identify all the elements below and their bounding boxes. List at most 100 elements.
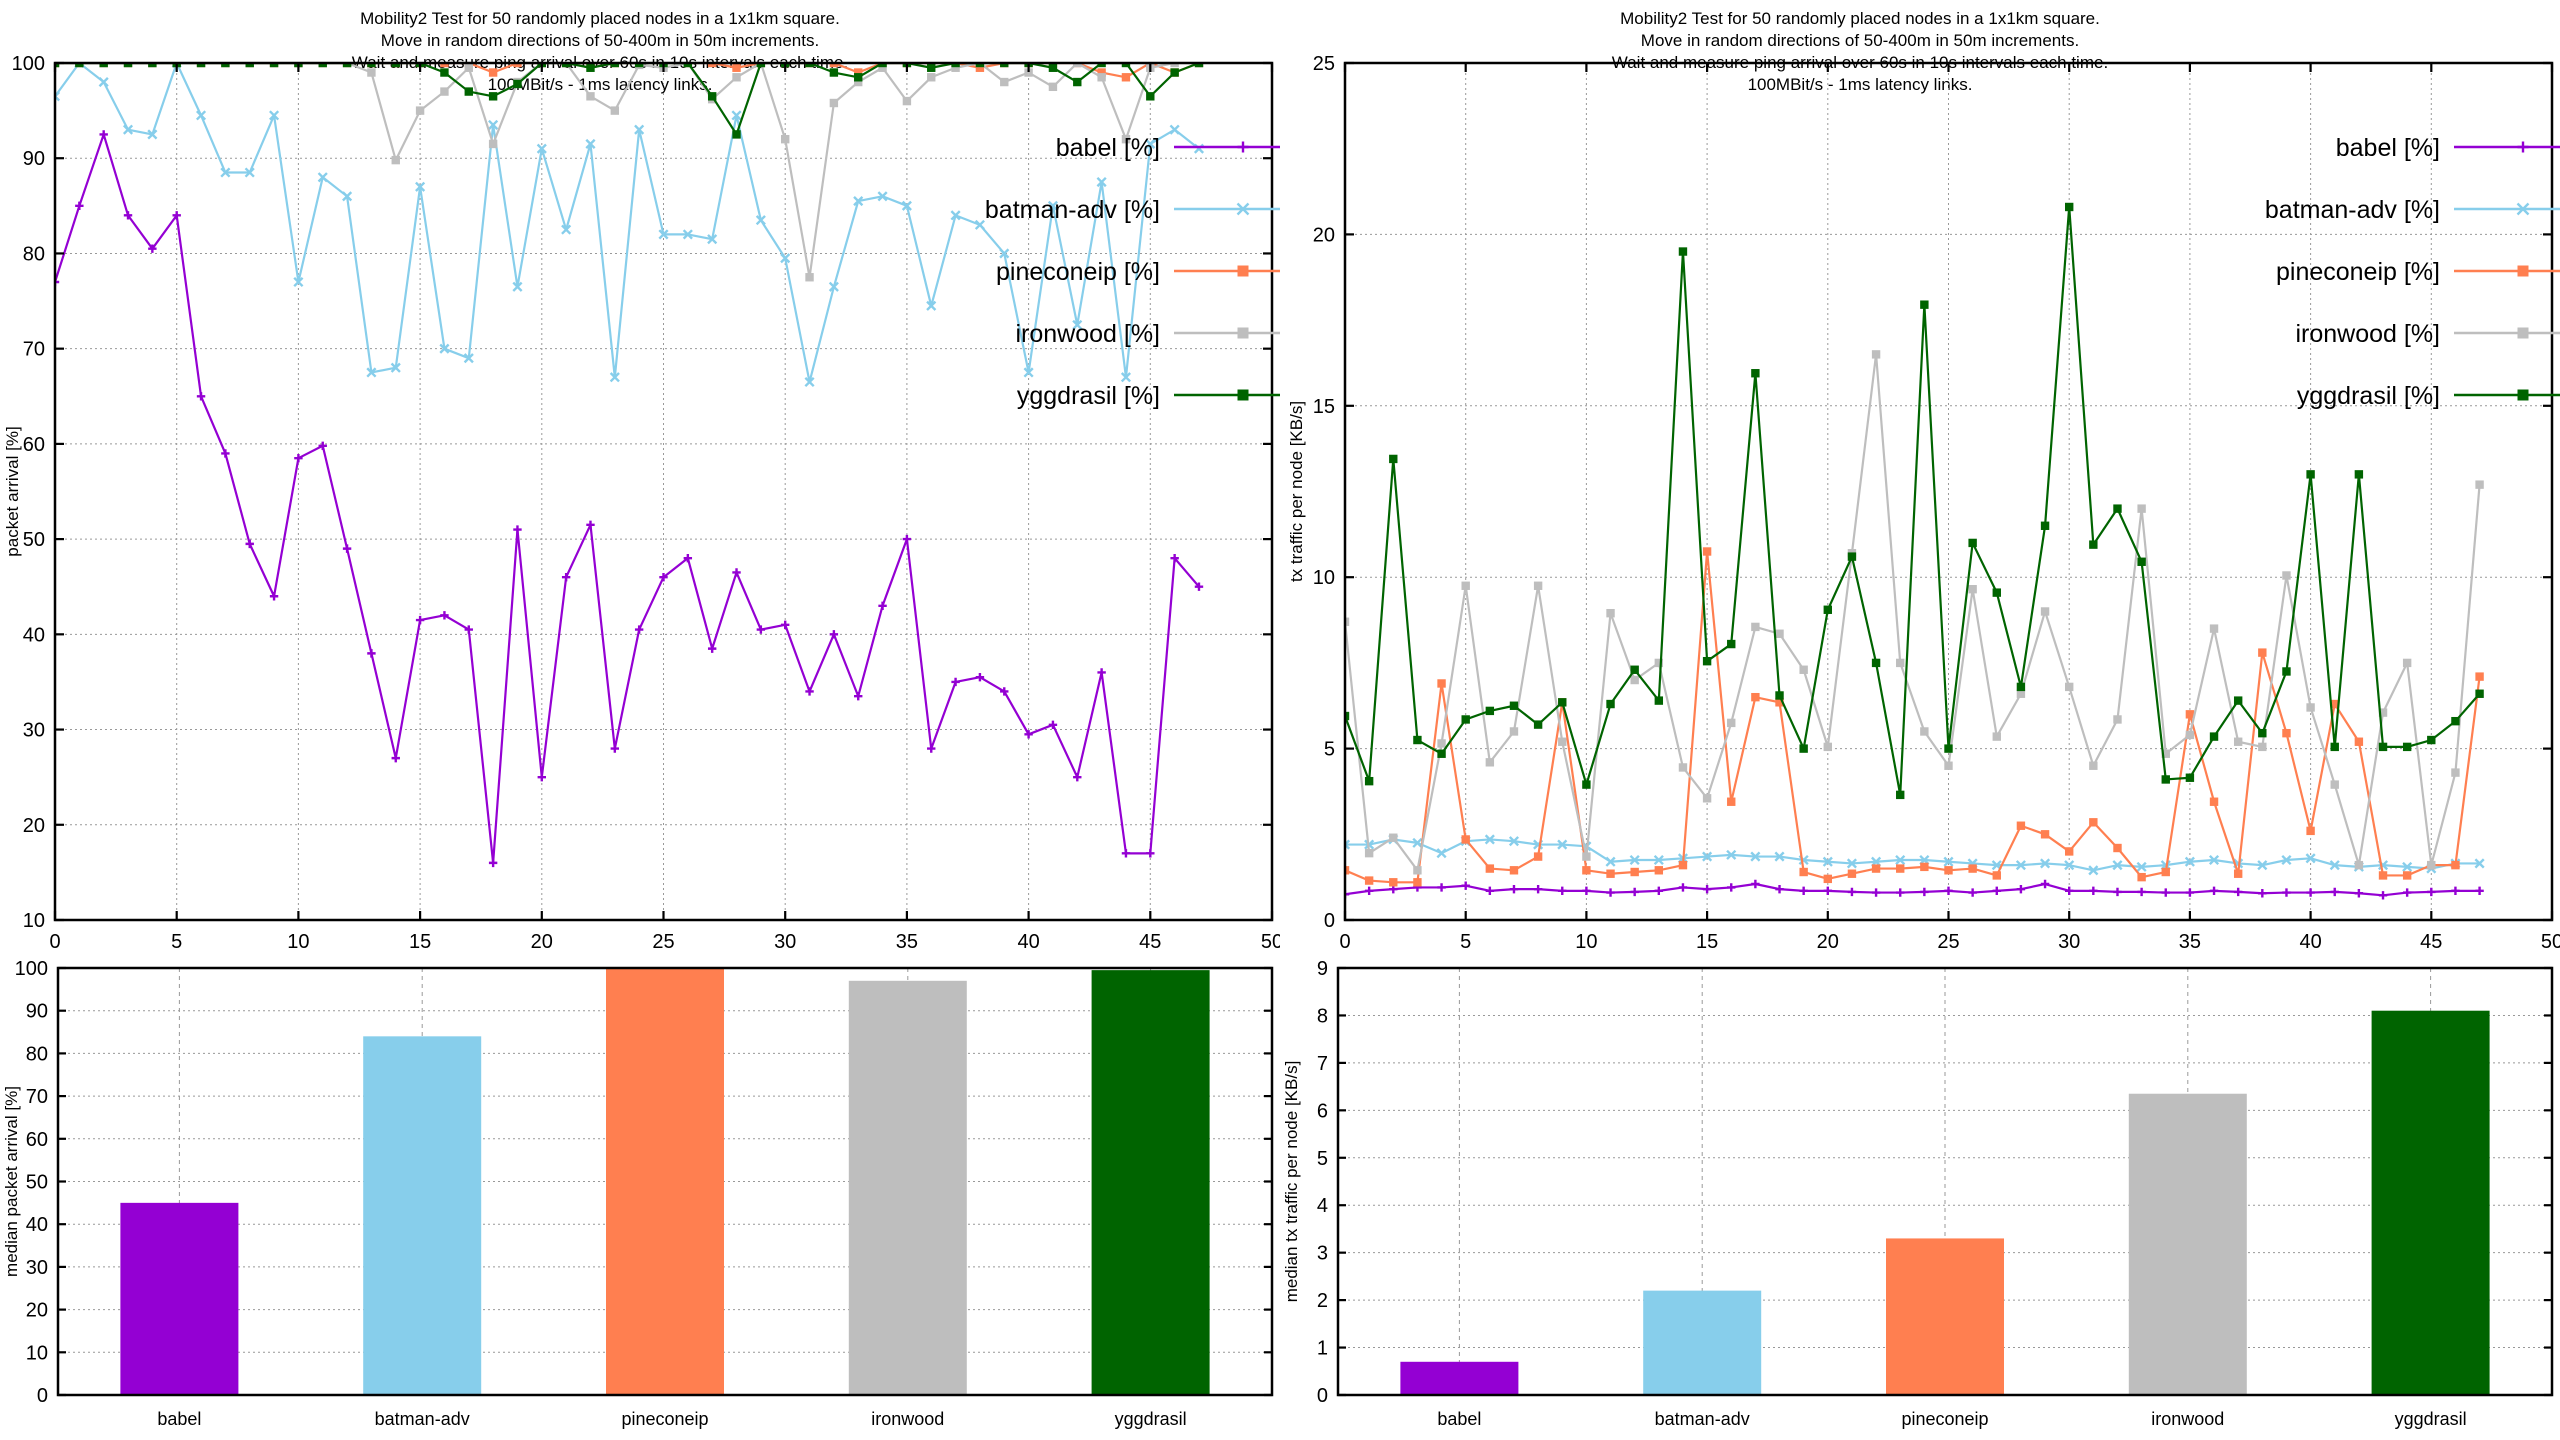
y-axis-label: packet arrival [%] [3, 426, 22, 556]
data-marker [927, 744, 936, 753]
data-marker [1727, 639, 1736, 649]
data-marker [975, 672, 985, 682]
data-marker [512, 281, 523, 292]
series-line [55, 133, 1200, 864]
series-babel [55, 130, 1204, 868]
data-marker [1775, 691, 1784, 700]
data-marker [464, 63, 473, 72]
data-marker [391, 63, 400, 68]
series-pineconeip [1345, 547, 2484, 887]
data-marker [878, 601, 887, 610]
data-marker [1461, 581, 1470, 590]
data-marker [2209, 886, 2219, 896]
x-tick-label: 15 [409, 931, 431, 953]
data-marker [1751, 622, 1760, 632]
x-tick-label: 50 [2541, 931, 2560, 953]
data-marker [951, 677, 960, 687]
y-tick-label: 0 [37, 1385, 48, 1407]
data-marker [1097, 68, 1106, 77]
data-marker [390, 362, 401, 373]
data-marker [2305, 853, 2316, 864]
data-marker [2427, 887, 2436, 897]
data-marker [1047, 200, 1058, 211]
data-marker [318, 441, 327, 450]
data-marker [1751, 369, 1760, 378]
data-marker [2282, 728, 2291, 738]
data-marker [1630, 887, 1639, 897]
data-marker [1024, 730, 1033, 739]
x-tick-label: 30 [774, 931, 796, 953]
y-tick-label: 90 [26, 1001, 48, 1023]
legend-label: batman-adv [%] [985, 196, 1160, 224]
data-marker [1437, 679, 1446, 688]
data-marker [2209, 624, 2219, 633]
data-marker [2402, 658, 2412, 668]
data-marker [1968, 864, 1977, 873]
data-marker [1121, 73, 1131, 82]
title-line: Move in random directions of 50-400m in … [1640, 31, 2080, 51]
data-marker [2209, 797, 2219, 806]
y-tick-label: 100 [12, 55, 45, 75]
data-marker [1485, 758, 1495, 767]
y-tick-label: 30 [26, 1257, 48, 1279]
y-axis-label: tx traffic per node [KB/s] [1287, 401, 1306, 582]
data-marker [1364, 848, 1374, 858]
data-marker [2257, 860, 2268, 871]
data-marker [1048, 720, 1058, 729]
data-marker [2161, 888, 2170, 897]
data-marker [1702, 547, 1712, 556]
y-tick-label: 0 [1317, 1385, 1328, 1407]
data-marker [877, 191, 888, 202]
legend: babel [%] batman-adv [%] pineconeip [%] iro… [985, 134, 1280, 410]
data-marker [610, 744, 620, 753]
data-marker [1485, 706, 1495, 716]
data-marker [780, 253, 791, 264]
data-marker [536, 143, 547, 154]
data-marker [440, 63, 449, 68]
data-marker [464, 625, 473, 634]
y-tick-label: 10 [1313, 567, 1335, 589]
x-tick-label: 50 [1261, 931, 1280, 953]
data-marker [1558, 698, 1567, 707]
data-marker [634, 625, 644, 634]
series-group [1345, 202, 2485, 900]
bar [1643, 1290, 1762, 1395]
data-marker [2330, 887, 2339, 897]
data-marker [1847, 869, 1857, 878]
data-marker [1437, 883, 1446, 892]
data-marker [927, 63, 936, 72]
data-marker [878, 63, 887, 72]
data-marker [854, 692, 863, 701]
data-marker [927, 73, 936, 82]
data-marker [1702, 851, 1713, 862]
series-line [55, 63, 1200, 384]
data-marker [1558, 886, 1567, 896]
data-marker [1823, 874, 1832, 884]
data-marker [2161, 749, 2170, 758]
title-line: 100MBit/s - 1ms latency links. [487, 75, 713, 95]
data-marker [1992, 871, 2001, 880]
data-marker [1509, 701, 1519, 710]
data-marker [2185, 773, 2195, 782]
data-marker [1237, 327, 1249, 339]
data-marker [1412, 837, 1423, 848]
data-marker [55, 91, 61, 102]
data-marker [2402, 888, 2412, 897]
data-marker [1606, 869, 1615, 878]
data-marker [366, 367, 377, 378]
data-marker [488, 139, 498, 149]
x-tick-label: 45 [2420, 931, 2442, 953]
data-marker [829, 630, 839, 639]
data-marker [999, 248, 1010, 259]
series-yggdrasil [1345, 202, 2484, 800]
bar [2128, 1093, 2247, 1395]
data-marker [1630, 665, 1639, 674]
data-marker [293, 276, 304, 288]
data-marker [391, 753, 400, 763]
data-marker [1823, 605, 1832, 614]
data-marker [2185, 888, 2195, 897]
data-marker [1413, 878, 1422, 887]
data-marker [367, 63, 376, 68]
data-marker [878, 63, 887, 68]
axis-ticks: 0 5 10 15 20 25 0 5 10 15 20 25 30 35 40 45 50 [1313, 55, 2560, 953]
